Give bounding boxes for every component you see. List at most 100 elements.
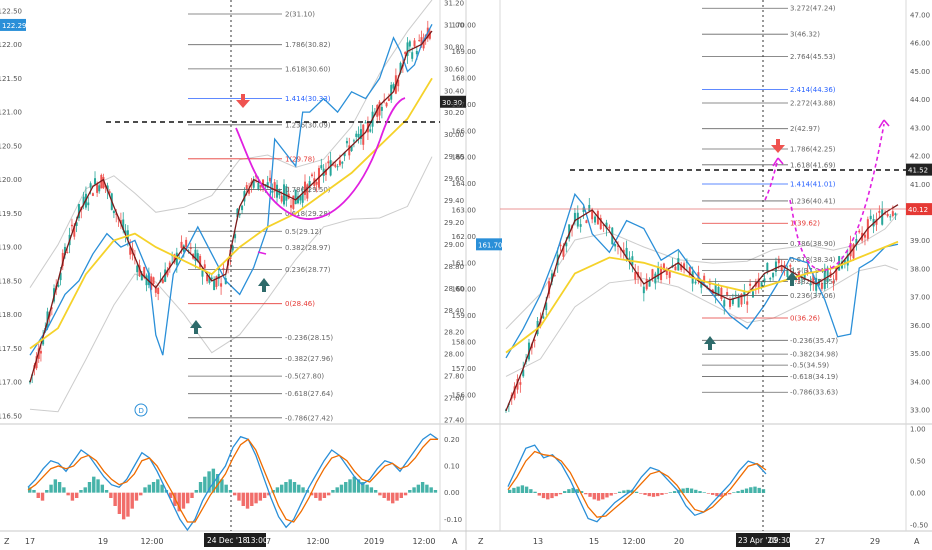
z-button-right[interactable]: Z xyxy=(478,537,484,546)
candle-body xyxy=(714,284,717,296)
candle-body xyxy=(385,102,388,107)
fib-level-label: -0.786(33.63) xyxy=(790,389,838,397)
candle-body xyxy=(63,246,66,256)
right-chart: 170.00 169.00 168.00 167.00 166.00 165.00 164.… xyxy=(452,0,932,546)
candle-body xyxy=(102,177,105,189)
buy-arrow-icon xyxy=(190,320,202,334)
candle-body xyxy=(399,62,402,73)
z-button[interactable]: Z xyxy=(4,537,10,546)
macd-histogram-bar xyxy=(147,484,151,493)
macd-histogram-bar xyxy=(168,492,173,498)
y2-tick-label: 47.00 xyxy=(910,12,930,20)
buy-arrow-icon xyxy=(258,278,270,292)
a-button-right[interactable]: A xyxy=(914,537,920,546)
price-tag xyxy=(906,203,932,216)
candle-body xyxy=(894,213,897,216)
candle-body xyxy=(290,205,293,208)
macd-histogram-bar xyxy=(749,487,753,493)
candle-body xyxy=(737,297,740,308)
y-tick-label: 121.00 xyxy=(0,109,22,117)
right-cursor-date: 23 Apr '20 xyxy=(738,536,777,545)
macd-histogram-bar xyxy=(660,492,664,495)
candle-body xyxy=(622,249,625,254)
candle-body xyxy=(185,239,188,248)
a-button-left[interactable]: A xyxy=(452,537,458,546)
x-tick-label: 12:00 xyxy=(622,537,645,546)
fib-level-label: 0.236(37.06) xyxy=(790,292,836,300)
macd-histogram-bar xyxy=(698,491,702,493)
macd-histogram-bar xyxy=(399,492,403,498)
x-tick-label: 29 xyxy=(870,537,880,546)
candle-body xyxy=(553,275,556,277)
candle-body xyxy=(42,337,45,345)
macd-histogram-bar xyxy=(233,492,237,496)
macd-histogram-bar xyxy=(344,482,348,493)
candle-body xyxy=(700,281,703,288)
sma-line xyxy=(505,240,899,354)
macd-histogram-bar xyxy=(601,492,605,500)
macd-histogram-bar xyxy=(156,479,160,493)
macd-histogram-bar xyxy=(151,482,156,493)
macd-tick-label: -0.10 xyxy=(444,516,462,524)
x-tick-label: 27 xyxy=(815,537,825,546)
macd-histogram-bar xyxy=(49,484,53,493)
y2-tick-label: 29.40 xyxy=(444,197,464,205)
candle-body xyxy=(66,252,69,254)
candle-body xyxy=(863,234,866,238)
candle-body xyxy=(336,166,339,168)
x-tick-label: 13 xyxy=(533,537,543,546)
candle-body xyxy=(331,164,334,166)
fib-level-label: -0.618(27.64) xyxy=(285,390,333,398)
candle-body xyxy=(161,279,164,284)
candle-body xyxy=(136,265,139,273)
macd-histogram-bar xyxy=(126,492,130,517)
candle-body xyxy=(124,230,127,235)
macd-histogram-bar xyxy=(584,492,588,495)
fib-level-label: 0.5(37.94) xyxy=(790,267,827,275)
candle-body xyxy=(743,291,746,297)
ema-line xyxy=(505,204,899,411)
macd-histogram-bar xyxy=(326,492,331,496)
macd-histogram-bar xyxy=(53,479,58,493)
fib-level-label: 2.414(44.36) xyxy=(790,86,836,94)
macd-histogram-bar xyxy=(254,492,258,504)
signal-line xyxy=(507,450,767,518)
fib-level-label: 1.618(41.69) xyxy=(790,161,836,169)
fib-level-label: 1.786(42.25) xyxy=(790,146,836,154)
candle-body xyxy=(694,281,697,284)
candle-body xyxy=(889,216,892,218)
y2-tick-label: 30.00 xyxy=(444,131,464,139)
y2-tick-label: 30.40 xyxy=(444,87,464,95)
sell-arrow-icon xyxy=(236,94,250,108)
candle-body xyxy=(602,224,605,226)
candle-body xyxy=(126,230,129,240)
macd-histogram-bar xyxy=(512,487,516,493)
y2-tick-label: 39.00 xyxy=(910,237,930,245)
y-tick-label: 167.00 xyxy=(452,101,477,109)
macd-histogram-bar xyxy=(520,485,525,493)
macd-histogram-bar xyxy=(284,482,288,493)
y2-tick-label: 46.00 xyxy=(910,40,930,48)
dividend-marker[interactable] xyxy=(134,403,148,417)
candle-body xyxy=(245,185,248,190)
macd-line xyxy=(27,433,439,532)
macd-histogram-bar xyxy=(32,490,36,493)
y2-tick-label: 44.00 xyxy=(910,96,930,104)
macd-histogram-bar xyxy=(356,479,361,493)
cup-annotation xyxy=(235,97,406,220)
buy-arrow-icon xyxy=(704,336,716,350)
macd-histogram-bar xyxy=(719,492,723,497)
candle-body xyxy=(145,275,148,286)
candle-body xyxy=(634,271,637,280)
macd-histogram-bar xyxy=(348,479,352,493)
candle-body xyxy=(285,186,288,201)
macd-histogram-bar xyxy=(258,492,263,501)
macd-histogram-bar xyxy=(529,489,533,493)
candle-body xyxy=(206,274,209,282)
macd-histogram-bar xyxy=(664,492,668,494)
macd-histogram-bar xyxy=(753,486,757,493)
macd-histogram-bar xyxy=(301,487,305,493)
candle-body xyxy=(294,189,297,205)
candle-body xyxy=(166,270,169,276)
